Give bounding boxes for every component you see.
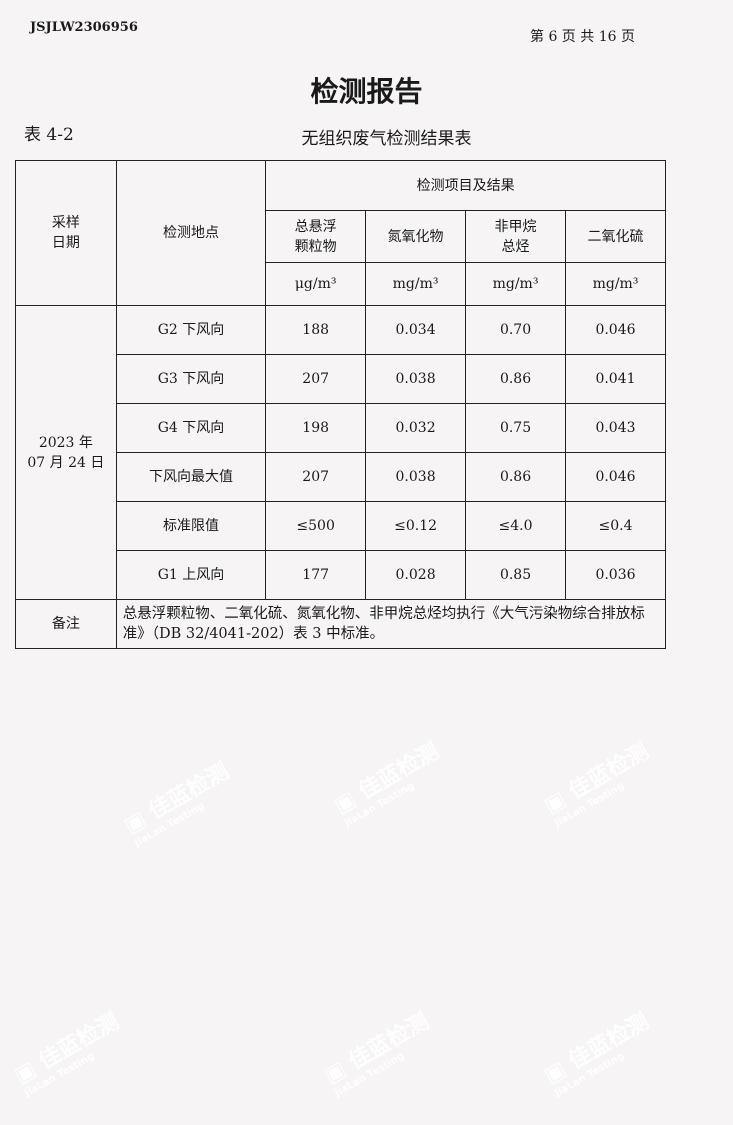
value-cell: 0.043 bbox=[565, 403, 666, 453]
value-cell: 0.036 bbox=[565, 550, 666, 600]
note-label: 备注 bbox=[15, 599, 117, 649]
item-unit: μg/m³ bbox=[265, 262, 367, 306]
results-table: 采样 日期 检测地点 检测项目及结果 总悬浮 颗粒物 氮氧化物 非甲烷 总烃 二氧化硫… bbox=[15, 160, 667, 649]
watermark-logo: ▣ 佳蓝检测 JiaLan Testing bbox=[10, 1008, 124, 1100]
value-cell: 0.028 bbox=[365, 550, 467, 600]
value-cell: 0.046 bbox=[565, 452, 666, 502]
site-cell: G3 下风向 bbox=[115, 354, 267, 404]
table-row: G3 下风向 207 0.038 0.86 0.041 bbox=[16, 354, 666, 404]
site-cell: G1 上风向 bbox=[115, 550, 267, 600]
value-cell: 207 bbox=[265, 452, 367, 502]
site-cell: 标准限值 bbox=[115, 501, 267, 551]
value-cell: 0.86 bbox=[465, 354, 566, 404]
note-text: 总悬浮颗粒物、二氧化硫、氮氧化物、非甲烷总烃均执行《大气污染物综合排放标准》（D… bbox=[115, 599, 667, 649]
value-cell: 198 bbox=[265, 403, 367, 453]
watermark-logo: ▣ 佳蓝检测 JiaLan Testing bbox=[540, 738, 654, 830]
table-row: G1 上风向 177 0.028 0.85 0.036 bbox=[16, 550, 666, 600]
value-cell: 0.86 bbox=[465, 452, 566, 502]
value-cell: 0.70 bbox=[465, 305, 566, 355]
value-cell: ≤500 bbox=[265, 501, 367, 551]
watermark-logo: ▣ 佳蓝检测 JiaLan Testing bbox=[120, 758, 234, 850]
table-row: 2023 年 07 月 24 日 G2 下风向 188 0.034 0.70 0.046 bbox=[15, 305, 666, 600]
item-name: 总悬浮 颗粒物 bbox=[265, 210, 367, 263]
document-id: JSJLW2306956 bbox=[30, 20, 138, 35]
sample-date: 2023 年 07 月 24 日 bbox=[15, 305, 117, 600]
value-cell: 0.75 bbox=[465, 403, 566, 453]
header-date: 采样 日期 bbox=[15, 160, 117, 306]
value-cell: 177 bbox=[265, 550, 367, 600]
value-cell: ≤0.12 bbox=[365, 501, 467, 551]
table-title: 无组织废气检测结果表 bbox=[301, 129, 472, 149]
value-cell: 0.038 bbox=[365, 354, 467, 404]
table-row: 标准限值 ≤500 ≤0.12 ≤4.0 ≤0.4 bbox=[16, 501, 666, 551]
watermark-logo: ▣ 佳蓝检测 JiaLan Testing bbox=[320, 1008, 434, 1100]
value-cell: 0.046 bbox=[565, 305, 666, 355]
value-cell: 0.85 bbox=[465, 550, 566, 600]
value-cell: 0.032 bbox=[365, 403, 467, 453]
page-number: 第 6 页 共 16 页 bbox=[530, 29, 635, 45]
item-name: 二氧化硫 bbox=[565, 210, 666, 263]
item-name: 非甲烷 总烃 bbox=[465, 210, 566, 263]
report-title: 检测报告 bbox=[310, 75, 423, 108]
item-name: 氮氧化物 bbox=[365, 210, 467, 263]
value-cell: 0.034 bbox=[365, 305, 467, 355]
site-cell: G4 下风向 bbox=[115, 403, 267, 453]
value-cell: 0.038 bbox=[365, 452, 467, 502]
site-cell: 下风向最大值 bbox=[115, 452, 267, 502]
table-number: 表 4-2 bbox=[24, 125, 74, 145]
table-row: G4 下风向 198 0.032 0.75 0.043 bbox=[16, 403, 666, 453]
item-unit: mg/m³ bbox=[565, 262, 666, 306]
watermark-logo: ▣ 佳蓝检测 JiaLan Testing bbox=[540, 1008, 654, 1100]
site-cell: G2 下风向 bbox=[115, 305, 267, 355]
value-cell: 0.041 bbox=[565, 354, 666, 404]
item-unit: mg/m³ bbox=[465, 262, 566, 306]
value-cell: 207 bbox=[265, 354, 367, 404]
value-cell: ≤4.0 bbox=[465, 501, 566, 551]
watermark-logo: ▣ 佳蓝检测 JiaLan Testing bbox=[330, 738, 444, 830]
value-cell: 188 bbox=[265, 305, 367, 355]
header-group: 检测项目及结果 bbox=[265, 160, 666, 211]
item-unit: mg/m³ bbox=[365, 262, 467, 306]
header-site: 检测地点 bbox=[115, 160, 267, 306]
value-cell: ≤0.4 bbox=[565, 501, 666, 551]
